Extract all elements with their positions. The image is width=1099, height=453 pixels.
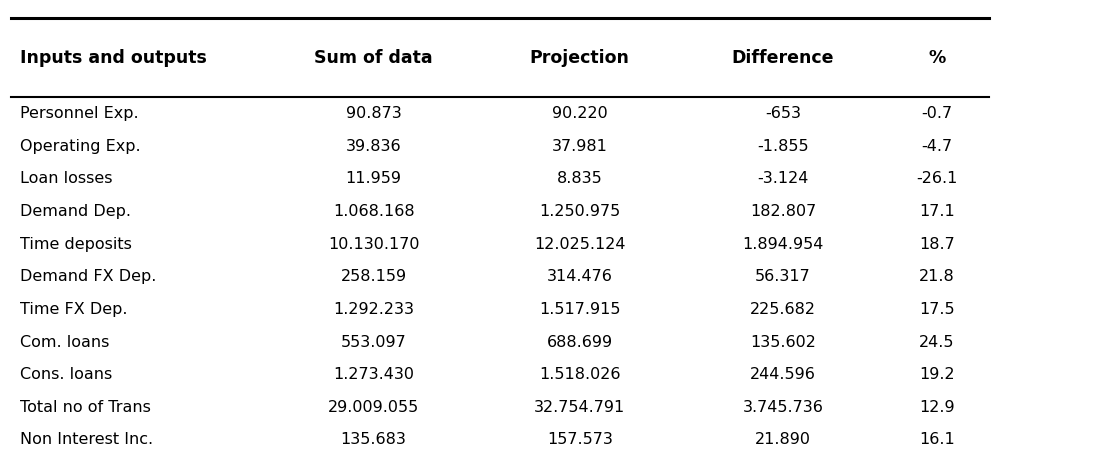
Text: 1.068.168: 1.068.168 [333,204,414,219]
Text: 244.596: 244.596 [751,367,815,382]
Text: 182.807: 182.807 [750,204,817,219]
Text: 18.7: 18.7 [919,236,955,252]
Text: 1.292.233: 1.292.233 [333,302,414,317]
Text: 1.517.915: 1.517.915 [539,302,621,317]
Text: 1.518.026: 1.518.026 [539,367,621,382]
Text: 135.602: 135.602 [751,334,815,350]
Text: 90.220: 90.220 [552,106,608,121]
Text: Inputs and outputs: Inputs and outputs [20,49,207,67]
Text: 32.754.791: 32.754.791 [534,400,625,415]
Text: -26.1: -26.1 [917,171,957,187]
Text: -3.124: -3.124 [757,171,809,187]
Text: 225.682: 225.682 [750,302,817,317]
Text: Demand Dep.: Demand Dep. [20,204,131,219]
Text: Time FX Dep.: Time FX Dep. [20,302,127,317]
Text: 17.5: 17.5 [919,302,955,317]
Text: 37.981: 37.981 [552,139,608,154]
Text: Cons. loans: Cons. loans [20,367,112,382]
Text: 56.317: 56.317 [755,269,811,284]
Text: 39.836: 39.836 [346,139,401,154]
Text: Time deposits: Time deposits [20,236,132,252]
Text: Operating Exp.: Operating Exp. [20,139,141,154]
Text: 16.1: 16.1 [919,432,955,448]
Text: 19.2: 19.2 [919,367,955,382]
Text: 29.009.055: 29.009.055 [328,400,420,415]
Text: 8.835: 8.835 [557,171,602,187]
Text: 1.273.430: 1.273.430 [333,367,414,382]
Text: 12.9: 12.9 [919,400,955,415]
Text: Sum of data: Sum of data [314,49,433,67]
Text: -653: -653 [765,106,801,121]
Text: 12.025.124: 12.025.124 [534,236,625,252]
Text: 135.683: 135.683 [341,432,407,448]
Text: Demand FX Dep.: Demand FX Dep. [20,269,156,284]
Text: -0.7: -0.7 [921,106,953,121]
Text: 21.890: 21.890 [755,432,811,448]
Text: 157.573: 157.573 [547,432,612,448]
Text: Loan losses: Loan losses [20,171,112,187]
Text: Difference: Difference [732,49,834,67]
Text: 24.5: 24.5 [919,334,955,350]
Text: 688.699: 688.699 [546,334,613,350]
Text: 90.873: 90.873 [346,106,401,121]
Text: Non Interest Inc.: Non Interest Inc. [20,432,153,448]
Text: -1.855: -1.855 [757,139,809,154]
Text: -4.7: -4.7 [921,139,953,154]
Text: 11.959: 11.959 [346,171,401,187]
Text: 1.250.975: 1.250.975 [540,204,620,219]
Text: 10.130.170: 10.130.170 [328,236,420,252]
Text: 1.894.954: 1.894.954 [742,236,824,252]
Text: 553.097: 553.097 [341,334,407,350]
Text: %: % [929,49,945,67]
Text: 3.745.736: 3.745.736 [743,400,823,415]
Text: 258.159: 258.159 [341,269,407,284]
Text: 21.8: 21.8 [919,269,955,284]
Text: Total no of Trans: Total no of Trans [20,400,151,415]
Text: Personnel Exp.: Personnel Exp. [20,106,138,121]
Text: 314.476: 314.476 [547,269,612,284]
Text: Projection: Projection [530,49,630,67]
Text: 17.1: 17.1 [919,204,955,219]
Text: Com. loans: Com. loans [20,334,109,350]
